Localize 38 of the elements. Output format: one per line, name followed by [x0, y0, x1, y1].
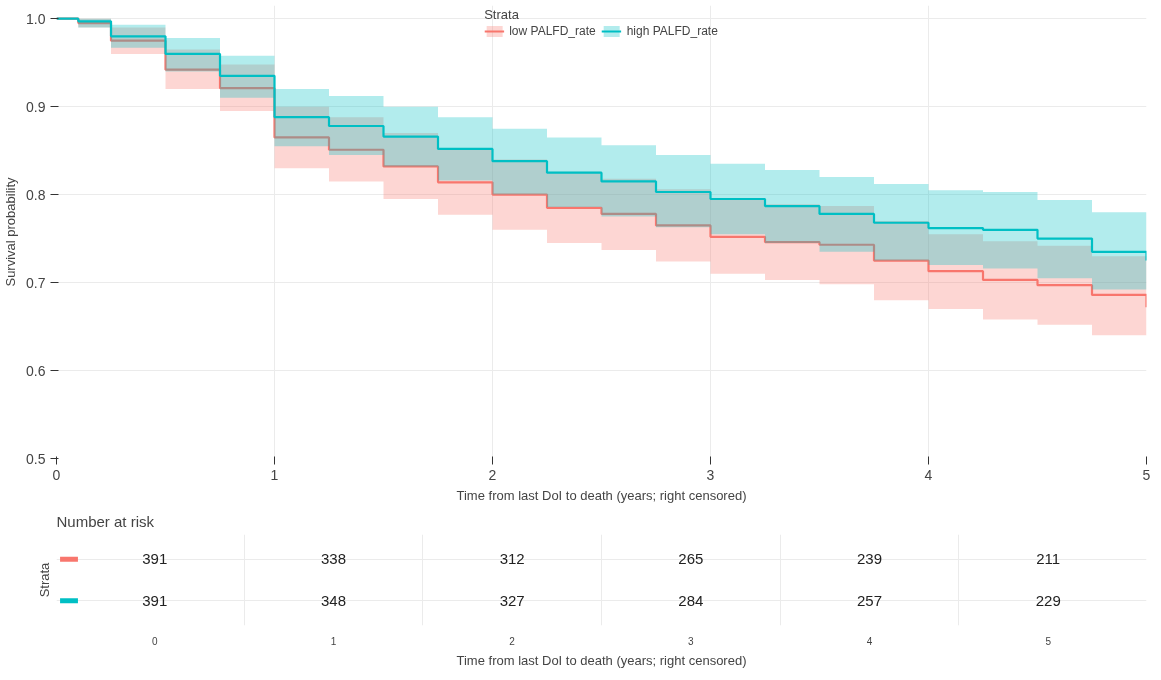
- y-axis-title: Survival probability: [3, 176, 19, 287]
- x-tick-label: 4: [866, 635, 873, 647]
- legend-label: high PALFD_rate: [626, 24, 718, 38]
- legend-title: Strata: [484, 7, 520, 22]
- data-label: 338: [320, 550, 346, 568]
- data-label: 257: [857, 591, 883, 609]
- data-label: 327: [499, 591, 525, 609]
- data-label: 211: [1036, 550, 1061, 568]
- x-tick-label: 2: [488, 466, 497, 483]
- y-tick-label: 0.7: [26, 274, 46, 291]
- y-tick-label: 1.0: [26, 10, 46, 27]
- y-tick-label: 0.9: [26, 98, 46, 115]
- x-tick-label: 5: [1045, 635, 1052, 647]
- data-label: 348: [320, 591, 346, 609]
- x-tick-label: 3: [706, 466, 715, 483]
- x-tick-label: 1: [270, 466, 279, 483]
- data-label: 239: [857, 550, 883, 568]
- x-tick-label: 0: [52, 466, 61, 483]
- x-axis-title: Time from last DoI to death (years; right censored): [456, 652, 747, 668]
- x-tick-label: 0: [152, 635, 158, 647]
- x-tick-label: 1: [330, 635, 337, 647]
- x-tick-label: 4: [924, 466, 933, 483]
- legend-label: low PALFD_rate: [509, 24, 596, 38]
- data-label: 312: [499, 550, 525, 568]
- data-label: 229: [1035, 591, 1061, 609]
- x-axis-title: Time from last DoI to death (years; right censored): [456, 487, 747, 503]
- x-tick-label: 2: [509, 635, 516, 647]
- chart-title: Number at risk: [56, 512, 155, 530]
- data-label: 265: [678, 550, 704, 568]
- y-tick-label: 0.6: [26, 362, 46, 379]
- x-tick-label: 5: [1142, 466, 1151, 483]
- y-tick-label: 0.5: [26, 450, 46, 467]
- x-tick-label: 3: [688, 635, 695, 647]
- data-label: 391: [142, 591, 168, 609]
- y-tick-label: 0.8: [26, 186, 46, 203]
- y-axis-title: Strata: [36, 561, 52, 598]
- data-label: 391: [142, 550, 168, 568]
- data-label: 284: [678, 591, 704, 609]
